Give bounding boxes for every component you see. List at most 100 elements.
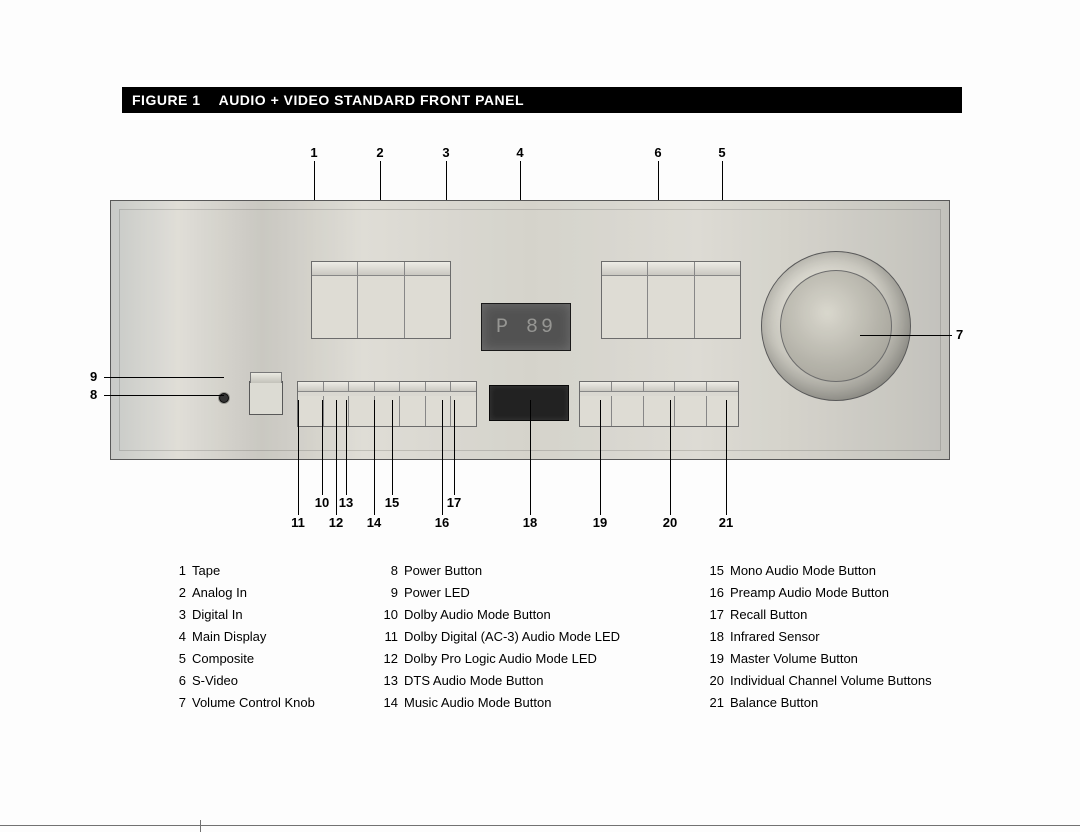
callout-number-bottom: 16 xyxy=(435,515,449,530)
legend-number: 13 xyxy=(382,670,404,692)
legend-text: Tape xyxy=(192,560,338,582)
legend-text: Mono Audio Mode Button xyxy=(730,560,968,582)
legend-text: Dolby Audio Mode Button xyxy=(404,604,664,626)
callout-number-top: 5 xyxy=(718,145,725,160)
legend: 1Tape2Analog In3Digital In4Main Display5… xyxy=(170,560,960,714)
legend-text: Music Audio Mode Button xyxy=(404,692,664,714)
callout-number-top: 6 xyxy=(654,145,661,160)
legend-row: 19Master Volume Button xyxy=(708,648,968,670)
figure-label: AUDIO + VIDEO STANDARD FRONT PANEL xyxy=(219,92,524,108)
legend-number: 10 xyxy=(382,604,404,626)
figure-number: FIGURE 1 xyxy=(132,92,201,108)
legend-number: 19 xyxy=(708,648,730,670)
legend-text: Master Volume Button xyxy=(730,648,968,670)
callout-leader xyxy=(392,400,393,495)
legend-number: 1 xyxy=(170,560,192,582)
callout-leader xyxy=(104,377,224,378)
callout-leader xyxy=(530,400,531,515)
upper-button-cluster-right xyxy=(601,261,741,339)
callout-number-top: 3 xyxy=(442,145,449,160)
legend-row: 16Preamp Audio Mode Button xyxy=(708,582,968,604)
legend-row: 15Mono Audio Mode Button xyxy=(708,560,968,582)
legend-row: 17Recall Button xyxy=(708,604,968,626)
legend-number: 3 xyxy=(170,604,192,626)
callout-number-bottom: 10 xyxy=(315,495,329,510)
legend-number: 4 xyxy=(170,626,192,648)
volume-control-knob xyxy=(761,251,911,401)
callout-number-top: 2 xyxy=(376,145,383,160)
callout-number-top: 4 xyxy=(516,145,523,160)
legend-row: 6S-Video xyxy=(170,670,338,692)
legend-row: 12Dolby Pro Logic Audio Mode LED xyxy=(382,648,664,670)
callout-leader xyxy=(726,400,727,515)
callout-leader xyxy=(374,400,375,515)
upper-button-cluster-left xyxy=(311,261,451,339)
callout-leader xyxy=(670,400,671,515)
legend-row: 3Digital In xyxy=(170,604,338,626)
page-edge xyxy=(0,825,1080,826)
legend-row: 11Dolby Digital (AC-3) Audio Mode LED xyxy=(382,626,664,648)
callout-number-bottom: 17 xyxy=(447,495,461,510)
legend-number: 16 xyxy=(708,582,730,604)
legend-row: 4Main Display xyxy=(170,626,338,648)
callout-leader xyxy=(298,400,299,515)
legend-number: 7 xyxy=(170,692,192,714)
legend-row: 20Individual Channel Volume Buttons xyxy=(708,670,968,692)
legend-text: Dolby Pro Logic Audio Mode LED xyxy=(404,648,664,670)
legend-text: Power Button xyxy=(404,560,664,582)
callout-leader xyxy=(104,395,224,396)
lower-button-cluster-left xyxy=(297,381,477,427)
callout-number-bottom: 13 xyxy=(339,495,353,510)
legend-number: 9 xyxy=(382,582,404,604)
legend-text: DTS Audio Mode Button xyxy=(404,670,664,692)
main-display-value: P 89 xyxy=(496,316,556,339)
legend-row: 14Music Audio Mode Button xyxy=(382,692,664,714)
legend-row: 1Tape xyxy=(170,560,338,582)
legend-row: 10Dolby Audio Mode Button xyxy=(382,604,664,626)
legend-row: 2Analog In xyxy=(170,582,338,604)
callout-number-bottom: 14 xyxy=(367,515,381,530)
callout-leader xyxy=(860,335,952,336)
legend-row: 21Balance Button xyxy=(708,692,968,714)
legend-row: 7Volume Control Knob xyxy=(170,692,338,714)
legend-text: S-Video xyxy=(192,670,338,692)
power-button xyxy=(249,381,283,415)
legend-text: Preamp Audio Mode Button xyxy=(730,582,968,604)
legend-text: Dolby Digital (AC-3) Audio Mode LED xyxy=(404,626,664,648)
legend-number: 15 xyxy=(708,560,730,582)
legend-number: 17 xyxy=(708,604,730,626)
legend-column-2: 8Power Button9Power LED10Dolby Audio Mod… xyxy=(382,560,664,714)
legend-text: Composite xyxy=(192,648,338,670)
infrared-sensor-window xyxy=(489,385,569,421)
callout-number-left: 9 xyxy=(90,369,97,384)
callout-number-top: 1 xyxy=(310,145,317,160)
lower-button-cluster-right xyxy=(579,381,739,427)
legend-text: Volume Control Knob xyxy=(192,692,338,714)
callout-number-bottom: 21 xyxy=(719,515,733,530)
callout-number-bottom: 20 xyxy=(663,515,677,530)
legend-text: Balance Button xyxy=(730,692,968,714)
legend-number: 18 xyxy=(708,626,730,648)
legend-row: 13DTS Audio Mode Button xyxy=(382,670,664,692)
callout-leader xyxy=(346,400,347,495)
callout-leader xyxy=(322,400,323,495)
callout-number-bottom: 11 xyxy=(291,515,305,530)
legend-text: Recall Button xyxy=(730,604,968,626)
legend-number: 6 xyxy=(170,670,192,692)
legend-text: Digital In xyxy=(192,604,338,626)
callout-number-right: 7 xyxy=(956,327,963,342)
legend-text: Individual Channel Volume Buttons xyxy=(730,670,968,692)
legend-number: 11 xyxy=(382,626,404,648)
legend-text: Power LED xyxy=(404,582,664,604)
legend-number: 8 xyxy=(382,560,404,582)
legend-number: 5 xyxy=(170,648,192,670)
callout-leader xyxy=(442,400,443,515)
callout-leader xyxy=(600,400,601,515)
legend-number: 21 xyxy=(708,692,730,714)
legend-row: 9Power LED xyxy=(382,582,664,604)
figure-title-bar: FIGURE 1 AUDIO + VIDEO STANDARD FRONT PA… xyxy=(122,87,962,113)
callout-number-bottom: 18 xyxy=(523,515,537,530)
legend-column-3: 15Mono Audio Mode Button16Preamp Audio M… xyxy=(708,560,968,714)
legend-number: 20 xyxy=(708,670,730,692)
main-display: P 89 xyxy=(481,303,571,351)
